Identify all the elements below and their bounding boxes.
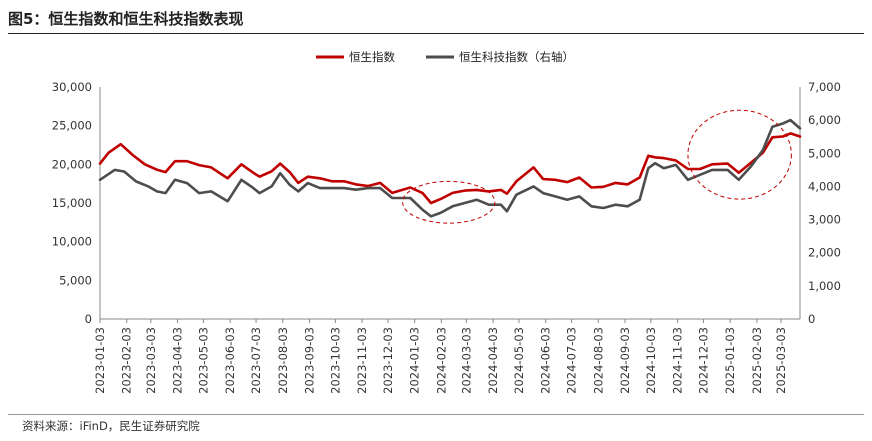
x-axis-tick-label: 2023-11-03 xyxy=(355,327,369,394)
x-axis-tick-label: 2023-09-03 xyxy=(302,327,316,394)
x-axis-tick-label: 2023-08-03 xyxy=(276,327,290,394)
x-axis-tick-label: 2023-07-03 xyxy=(249,327,263,394)
right-axis-tick-label: 5,000 xyxy=(808,146,841,160)
right-axis-tick-label: 1,000 xyxy=(808,279,841,293)
x-axis-tick-label: 2023-12-03 xyxy=(381,327,395,394)
x-axis-tick-label: 2023-01-03 xyxy=(93,327,107,394)
highlight-ellipse xyxy=(402,180,496,224)
x-axis-tick-label: 2024-08-03 xyxy=(591,327,605,394)
hsi-series-line xyxy=(98,132,802,205)
legend-hstech-label: 恒生科技指数（右轴） xyxy=(459,50,574,64)
x-axis-tick-label: 2024-07-03 xyxy=(565,327,579,394)
right-axis-tick-label: 4,000 xyxy=(808,179,841,193)
highlight-ellipse xyxy=(687,109,792,200)
x-axis-tick-label: 2023-04-03 xyxy=(171,327,185,394)
right-axis-tick-label: 6,000 xyxy=(808,113,841,127)
x-axis-tick-label: 2024-11-03 xyxy=(671,327,685,394)
x-axis-tick-label: 2024-09-03 xyxy=(618,327,632,394)
x-axis-tick-label: 2024-12-03 xyxy=(696,327,710,394)
right-axis-tick-label: 0 xyxy=(808,312,815,326)
right-axis-tick-label: 3,000 xyxy=(808,213,841,227)
x-axis-tick-label: 2024-05-03 xyxy=(512,327,526,394)
x-axis-tick-label: 2024-10-03 xyxy=(644,327,658,394)
x-axis-tick-label: 2023-10-03 xyxy=(328,327,342,394)
x-axis-tick-label: 2023-02-03 xyxy=(120,327,134,394)
x-axis-tick-label: 2025-03-03 xyxy=(774,327,788,394)
footer-divider xyxy=(8,414,864,415)
x-axis-tick-label: 2024-06-03 xyxy=(539,327,553,394)
x-axis-tick-label: 2024-04-03 xyxy=(486,327,500,394)
left-axis-tick-label: 30,000 xyxy=(52,80,92,94)
x-axis-tick-label: 2023-06-03 xyxy=(223,327,237,394)
x-axis-tick-label: 2025-01-03 xyxy=(723,327,737,394)
title-divider xyxy=(8,33,864,34)
right-axis-tick-label: 7,000 xyxy=(808,80,841,94)
x-axis-tick-label: 2023-03-03 xyxy=(144,327,158,394)
legend-hsi-label: 恒生指数 xyxy=(349,50,395,64)
left-axis-tick-label: 15,000 xyxy=(52,196,92,210)
left-axis-tick-label: 20,000 xyxy=(52,157,92,171)
left-axis-tick-label: 10,000 xyxy=(52,235,92,249)
right-axis-tick-label: 2,000 xyxy=(808,246,841,260)
x-axis-tick-label: 2024-01-03 xyxy=(408,327,422,394)
x-axis-tick-label: 2024-02-03 xyxy=(434,327,448,394)
x-axis-tick-label: 2025-02-03 xyxy=(750,327,764,394)
x-axis-tick-label: 2023-05-03 xyxy=(196,327,210,394)
chart-title: 图5：恒生指数和恒生科技指数表现 xyxy=(8,10,244,28)
source-note: 资料来源：iFinD，民生证券研究院 xyxy=(22,419,200,433)
left-axis-tick-label: 0 xyxy=(85,312,92,326)
left-axis-tick-label: 25,000 xyxy=(52,119,92,133)
left-axis-tick-label: 5,000 xyxy=(59,273,92,287)
x-axis-tick-label: 2024-03-03 xyxy=(459,327,473,394)
hstech-series-line xyxy=(98,118,802,218)
